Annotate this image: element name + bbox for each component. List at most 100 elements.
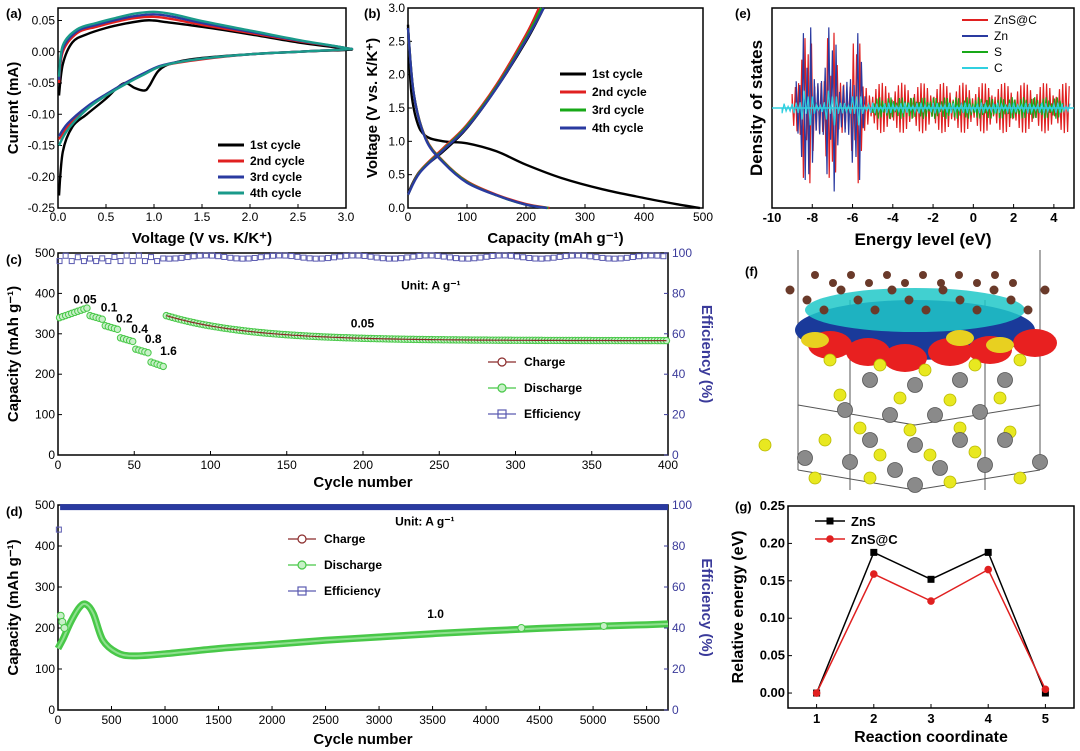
x-tick-label-b: 500	[693, 210, 713, 224]
x-tick-label-b: 200	[516, 210, 536, 224]
series-line-b-3	[406, 27, 550, 210]
carbon-atom	[1040, 285, 1050, 295]
x-tick-label-c: 50	[128, 458, 142, 472]
sulfur-atom	[1013, 471, 1027, 485]
sulfur-atom	[873, 358, 887, 372]
carbon-atom	[972, 305, 982, 315]
x-tick-label-c: 400	[658, 458, 678, 472]
legend-label-a: 1st cycle	[250, 138, 301, 152]
legend-label-a: 2nd cycle	[250, 154, 305, 168]
carbon-atom	[870, 305, 880, 315]
legend-label-e: C	[994, 61, 1003, 75]
x-tick-label-e: 4	[1050, 210, 1058, 225]
x-tick-label-c: 300	[505, 458, 525, 472]
efficiency-point-c	[501, 252, 508, 259]
x-tick-label-d: 1500	[205, 713, 232, 727]
carbon-atom	[973, 279, 981, 287]
panel-label-g: (g)	[735, 499, 752, 514]
x-tick-label-c: 250	[429, 458, 449, 472]
efficiency-point-c	[520, 254, 527, 261]
x-axis-title-d: Cycle number	[313, 731, 412, 748]
x-axis-title-e: Energy level (eV)	[854, 230, 991, 249]
efficiency-point-c	[87, 255, 94, 262]
efficiency-point-c	[495, 252, 502, 259]
x-tick-label-b: 400	[634, 210, 654, 224]
x-tick-label-e: -10	[763, 210, 782, 225]
x-tick-label-b: 0	[405, 210, 412, 224]
x-tick-label-a: 3.0	[338, 210, 355, 224]
discharge-highlight-d	[57, 602, 669, 657]
y-tick-label-a: -0.10	[28, 107, 56, 121]
sulfur-atom	[758, 438, 772, 452]
y-tick-label-c: 500	[35, 246, 55, 260]
sulfur-atom	[893, 391, 907, 405]
sulfur-atom	[833, 388, 847, 402]
efficiency-point-c	[422, 252, 429, 259]
x-tick-label-a: 0.5	[98, 210, 115, 224]
carbon-atom	[785, 285, 795, 295]
efficiency-point-c	[215, 253, 222, 260]
y-axis-title-b: Voltage (V vs. K/K⁺)	[364, 38, 381, 178]
panel-label-c: (c)	[6, 252, 22, 267]
legend-label-d: Charge	[324, 532, 366, 546]
y2-tick-label-c: 60	[672, 327, 686, 341]
panel-label-e: (e)	[735, 6, 751, 21]
marker-circle-g	[927, 597, 935, 605]
carbon-atom	[853, 295, 863, 305]
efficiency-point-c	[550, 254, 557, 261]
legend-label-d: Efficiency	[324, 584, 381, 598]
efficiency-point-c	[294, 253, 301, 260]
carbon-atom	[887, 285, 897, 295]
marker-circle-g	[812, 689, 821, 697]
plot-frame-a	[57, 7, 347, 209]
y-tick-label-d: 500	[35, 498, 55, 512]
discharge-point-c	[129, 337, 137, 346]
efficiency-point-c	[324, 255, 331, 262]
legend-marker-d	[297, 560, 307, 570]
y-tick-label-a: -0.15	[28, 139, 56, 153]
x-tick-label-e: -4	[887, 210, 899, 225]
y-tick-label-a: 0.00	[32, 45, 56, 59]
efficiency-point-c	[209, 252, 216, 259]
y-tick-label-g: 0.05	[760, 648, 785, 663]
carbon-atom	[819, 305, 829, 315]
efficiency-point-c	[440, 253, 447, 260]
zinc-atom	[932, 460, 948, 476]
zinc-atom	[862, 372, 878, 388]
efficiency-point-c	[434, 252, 441, 259]
series-line-b-5	[406, 27, 549, 210]
x-tick-label-g: 5	[1042, 711, 1049, 726]
legend-marker-g	[826, 517, 834, 525]
series-line-b-6	[406, 7, 543, 196]
zinc-atom	[952, 372, 968, 388]
zinc-atom	[907, 377, 923, 393]
efficiency-point-c	[288, 253, 295, 260]
y-tick-label-b: 1.0	[388, 134, 405, 148]
efficiency-point-c	[453, 255, 460, 262]
efficiency-point-c	[471, 255, 478, 262]
efficiency-point-c	[233, 255, 240, 262]
series-line-a-1	[57, 19, 354, 196]
efficiency-point-c	[160, 255, 167, 262]
legend-label-b: 3rd cycle	[592, 103, 644, 117]
discharge-point-c	[144, 349, 152, 357]
efficiency-point-d	[55, 526, 62, 533]
efficiency-point-c	[123, 252, 130, 259]
efficiency-point-c	[80, 258, 87, 265]
efficiency-point-c	[318, 255, 325, 262]
x-tick-label-c: 0	[55, 458, 62, 472]
efficiency-point-c	[245, 255, 252, 262]
y-tick-label-c: 400	[35, 286, 55, 300]
carbon-atom	[955, 271, 963, 279]
efficiency-point-c	[99, 255, 106, 262]
x-tick-label-a: 2.0	[242, 210, 259, 224]
carbon-atom	[921, 305, 931, 315]
discharge-point-d	[599, 621, 608, 630]
carbon-atom	[802, 295, 812, 305]
y-tick-label-d: 300	[35, 580, 55, 594]
carbon-atom	[938, 285, 948, 295]
efficiency-point-c	[263, 253, 270, 260]
efficiency-point-c	[68, 258, 75, 265]
efficiency-point-c	[392, 255, 399, 262]
